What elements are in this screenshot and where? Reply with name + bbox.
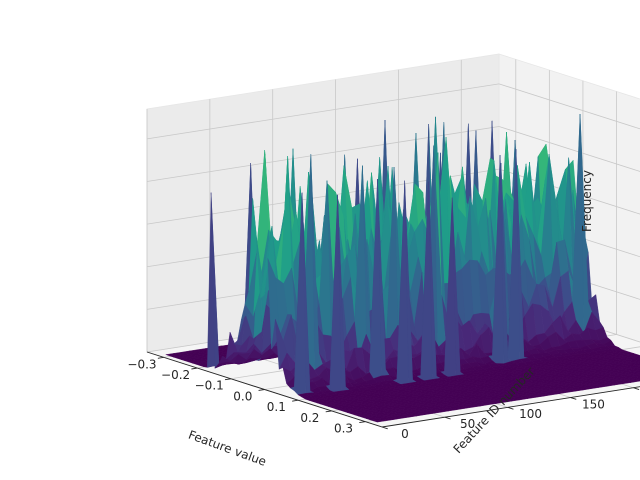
surface-patch [373,419,386,423]
surface-plot [165,113,640,423]
x-tick-mark [325,410,332,413]
x-tick-label: −0.3 [127,357,156,371]
x-tick-label: 0.3 [334,422,353,436]
axis-ticks: −0.3−0.2−0.10.00.10.20.30501001502002500… [127,351,640,441]
x-tick-mark [258,389,265,391]
x-tick-mark [224,378,231,381]
x-axis-label: Feature value [186,428,268,469]
x-tick-label: 0.2 [300,411,319,425]
x-tick-label: 0.1 [267,400,286,414]
y-tick-label: 50 [460,417,475,431]
y-tick-mark [507,406,514,410]
z-grid-back [498,83,640,130]
x-tick-label: −0.2 [161,368,190,382]
y-tick-mark [381,426,388,430]
z-axis-label: Frequency [580,170,594,232]
x-tick-mark [359,421,366,424]
y-axis-line [381,386,640,428]
x-tick-mark [191,367,198,370]
y-tick-label: 100 [519,407,542,421]
x-tick-mark [157,356,164,359]
y-tick-label: 150 [582,397,605,411]
y-tick-mark [570,397,577,400]
z-grid-back [498,126,640,172]
z-grid-side [146,126,500,182]
y-tick-mark [444,416,451,420]
z-grid-side [146,83,500,140]
y-tick-mark [633,387,640,390]
x-tick-mark [292,399,299,402]
y-tick-label: 0 [401,427,409,441]
x-tick-label: −0.1 [195,379,224,393]
x-tick-label: 0.0 [233,389,252,403]
